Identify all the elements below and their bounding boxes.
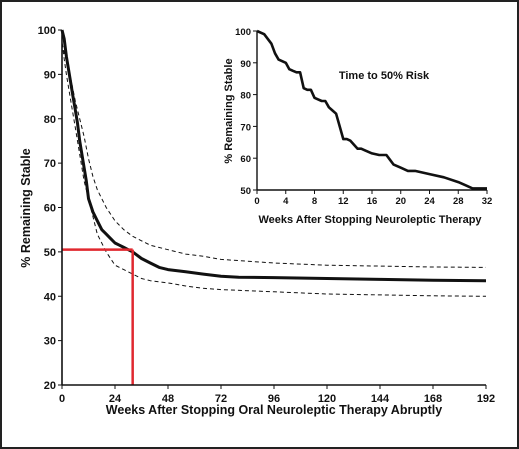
main-x-axis-label: Weeks After Stopping Oral Neuroleptic Th… [106, 403, 442, 417]
x-tick-label: 8 [312, 196, 317, 207]
y-tick-label: 20 [44, 380, 56, 392]
x-tick-label: 96 [268, 393, 280, 405]
y-tick-label: 90 [240, 59, 251, 70]
x-tick-label: 168 [424, 393, 442, 405]
confidence-band-line-2 [61, 43, 487, 297]
survival-curve-line-0 [60, 29, 487, 283]
survival-curve-line-0 [256, 29, 487, 190]
y-tick-label: 30 [44, 336, 56, 348]
inset-plot: 0 4 8 12 16 20 24 28 32 50 60 70 80 90 100 Time to 50%… [223, 27, 492, 226]
main-plot: 0 24 48 72 96 120 144 168 1922030405060708090100… [19, 25, 495, 417]
y-tick-label: 70 [44, 158, 56, 170]
inset-x-axis-label: Weeks After Stopping Neuroleptic Therapy [258, 214, 482, 226]
x-tick-label: 20 [395, 196, 406, 207]
x-tick-label: 192 [477, 393, 495, 405]
inset-title: Time to 50% Risk [339, 70, 430, 82]
y-tick-label: 40 [44, 291, 56, 303]
x-tick-label: 120 [318, 393, 336, 405]
confidence-band-line-1 [61, 43, 487, 268]
y-tick-label: 90 [44, 69, 56, 81]
y-tick-label: 100 [38, 25, 56, 37]
x-tick-label: 0 [254, 196, 259, 207]
x-tick-label: 16 [367, 196, 378, 207]
x-tick-label: 28 [453, 196, 464, 207]
x-tick-label: 24 [109, 393, 122, 405]
inset-y-axis-label: % Remaining Stable [223, 58, 235, 163]
y-tick-label: 80 [240, 91, 251, 102]
x-tick-label: 32 [482, 196, 493, 207]
y-tick-label: 100 [235, 27, 251, 38]
x-tick-label: 144 [371, 393, 390, 405]
x-tick-label: 72 [215, 393, 227, 405]
x-tick-label: 12 [338, 196, 349, 207]
y-tick-label: 70 [240, 122, 251, 133]
y-tick-label: 80 [44, 114, 56, 126]
x-tick-label: 48 [162, 393, 174, 405]
x-tick-label: 0 [59, 393, 65, 405]
y-tick-label: 50 [44, 247, 56, 259]
main-y-axis-label: % Remaining Stable [19, 148, 33, 268]
x-tick-label: 4 [283, 196, 289, 207]
y-tick-label: 50 [240, 186, 251, 197]
y-tick-label: 60 [240, 154, 251, 165]
y-tick-label: 60 [44, 203, 56, 215]
x-tick-label: 24 [424, 196, 435, 207]
